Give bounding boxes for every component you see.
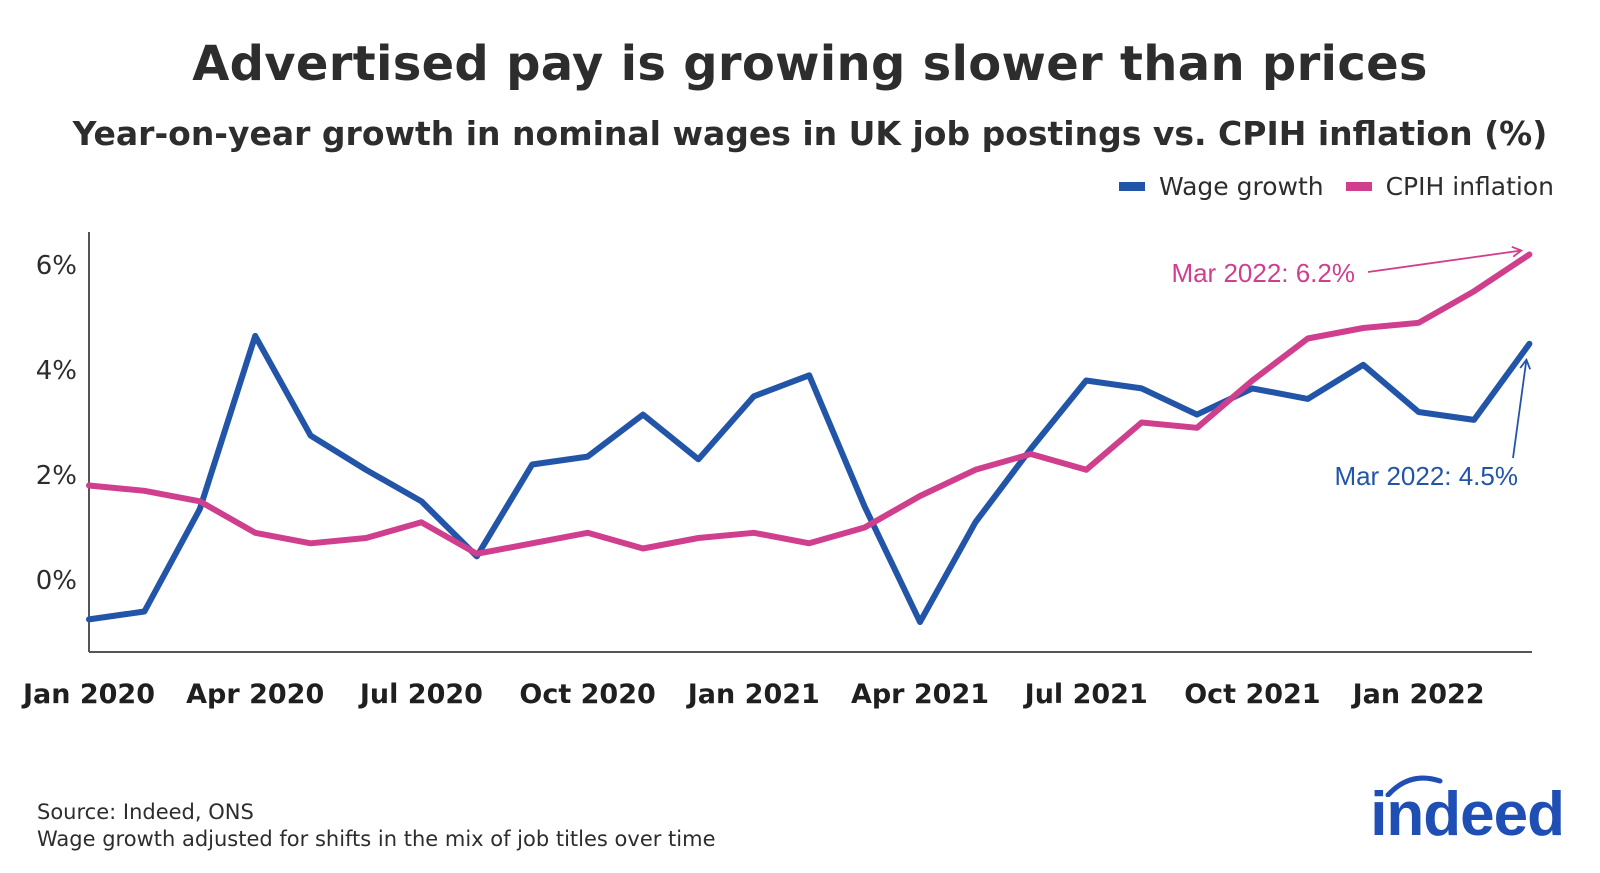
- x-tick-label: Apr 2021: [851, 679, 989, 710]
- methodology-note: Wage growth adjusted for shifts in the m…: [37, 827, 716, 851]
- chart-title: Advertised pay is growing slower than pr…: [192, 36, 1428, 92]
- legend-swatch-cpih-inflation: [1345, 182, 1372, 191]
- legend-item-wage-growth: Wage growth: [1118, 172, 1324, 201]
- series-line-wage-growth: [86, 332, 1533, 625]
- source-note: Source: Indeed, ONS: [37, 800, 254, 824]
- series-line-cpih-inflation: [86, 251, 1533, 557]
- x-tick-label: Jan 2020: [21, 679, 155, 710]
- x-tick-label: Jan 2022: [1351, 679, 1485, 710]
- legend-swatch-wage-growth: [1118, 182, 1145, 191]
- annotation-label-cpih: Mar 2022: 6.2%: [1171, 258, 1355, 288]
- chart-axes: 0% 2% 4% 6% Jan 2020 Apr 2020 Jul 2020 Oct 2020…: [21, 232, 1532, 710]
- annotation-label-wage: Mar 2022: 4.5%: [1334, 461, 1518, 491]
- y-tick-label: 4%: [36, 356, 77, 386]
- x-tick-label: Jul 2021: [1023, 679, 1148, 710]
- chart-subtitle: Year-on-year growth in nominal wages in …: [72, 114, 1548, 153]
- chart-annotations: Mar 2022: 6.2% Mar 2022: 4.5%: [1171, 245, 1531, 491]
- y-tick-label: 6%: [36, 251, 77, 281]
- indeed-logo: indeed: [1370, 775, 1565, 850]
- y-tick-label: 0%: [36, 566, 77, 596]
- logo-wordmark: indeed: [1370, 780, 1565, 849]
- y-tick-label: 2%: [36, 461, 77, 491]
- x-tick-label: Oct 2021: [1184, 679, 1320, 710]
- chart-footer: Source: Indeed, ONS Wage growth adjusted…: [37, 799, 716, 853]
- x-tick-label: Jul 2020: [358, 679, 483, 710]
- legend-item-cpih-inflation: CPIH inflation: [1345, 172, 1554, 201]
- chart-series: [86, 251, 1533, 625]
- annotation-arrow-cpih: [1367, 245, 1524, 273]
- x-tick-label: Apr 2020: [186, 679, 324, 710]
- legend-label-cpih-inflation: CPIH inflation: [1385, 172, 1554, 201]
- x-tick-label: Oct 2020: [519, 679, 655, 710]
- x-tick-label: Jan 2021: [686, 679, 820, 710]
- logo-arc-icon: [1385, 775, 1443, 797]
- chart-legend: Wage growth CPIH inflation: [1097, 172, 1554, 201]
- legend-label-wage-growth: Wage growth: [1158, 172, 1324, 201]
- annotation-arrow-wage: [1512, 357, 1531, 459]
